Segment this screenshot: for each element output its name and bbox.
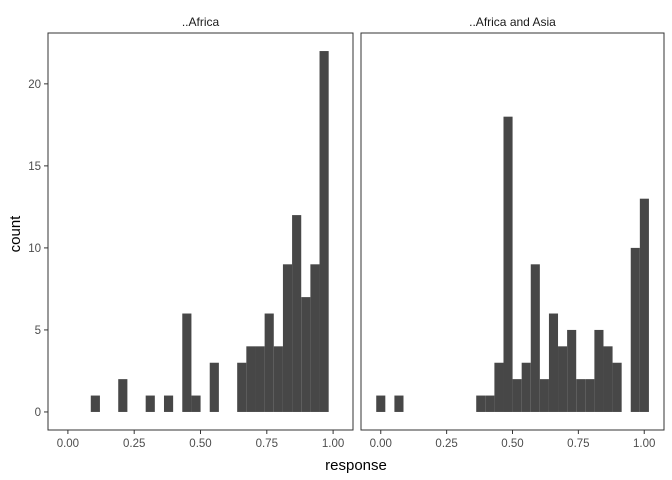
x-tick-label: 1.00 [322, 438, 344, 450]
histogram-bar [512, 379, 522, 412]
histogram-bar [246, 346, 256, 412]
histogram-bar [530, 264, 540, 412]
y-tick-label: 0 [35, 407, 41, 419]
x-tick-label: 0.00 [57, 438, 79, 450]
histogram-bar [548, 313, 559, 412]
x-tick-label: 0.25 [123, 438, 145, 450]
histogram-bar [182, 313, 192, 412]
histogram-bar [558, 346, 568, 412]
panel-title: ..Africa [182, 15, 220, 29]
histogram-bar [90, 395, 100, 412]
histogram-bar [567, 329, 577, 412]
histogram-bar [301, 297, 311, 412]
histogram-bar [503, 116, 513, 412]
histogram-bar [282, 264, 293, 412]
histogram-bar [376, 395, 386, 412]
histogram-bar [145, 395, 155, 412]
x-tick-label: 0.25 [435, 438, 457, 450]
x-tick-label: 0.75 [256, 438, 278, 450]
panel-africa-and-asia: ..Africa and Asia 0.00 0.25 0.50 0.75 1.00 [360, 15, 665, 450]
histogram-bar [118, 379, 128, 412]
histogram-bar [292, 215, 302, 412]
histogram-bar [209, 362, 219, 412]
histogram-bar [521, 362, 531, 412]
x-tick-label: 0.75 [567, 438, 589, 450]
bars-africa [90, 51, 329, 412]
histogram-bar [539, 379, 549, 412]
histogram-bar [191, 395, 201, 412]
histogram-bar [594, 329, 604, 412]
x-tick-label: 0.50 [189, 438, 211, 450]
y-axis-title: count [7, 215, 24, 253]
bars-africa-and-asia [376, 116, 649, 412]
histogram-bar [612, 362, 622, 412]
histogram-bar [485, 395, 495, 412]
histogram-bar [630, 247, 640, 412]
histogram-bar [603, 346, 613, 412]
histogram-bar [163, 395, 174, 412]
histogram-bar [310, 264, 320, 412]
histogram-bar [576, 379, 586, 412]
panel-title: ..Africa and Asia [469, 15, 556, 29]
histogram-bar [476, 395, 486, 412]
histogram-bar [264, 313, 274, 412]
histogram-bar [237, 362, 247, 412]
histogram-bar [394, 395, 404, 412]
histogram-bar [494, 362, 504, 412]
y-axis: 0 5 10 15 20 [28, 79, 48, 419]
histogram-bar [585, 379, 595, 412]
x-tick-label: 1.00 [633, 438, 655, 450]
x-axis-africa-and-asia: 0.00 0.25 0.50 0.75 1.00 [370, 430, 655, 450]
x-axis-africa: 0.00 0.25 0.50 0.75 1.00 [57, 430, 344, 450]
x-tick-label: 0.00 [370, 438, 392, 450]
panel-africa: ..Africa 0.00 0.25 0.50 0.75 1.00 [47, 15, 354, 450]
histogram-bar [319, 51, 329, 412]
histogram-bar [273, 346, 283, 412]
histogram-bar [639, 198, 649, 412]
x-tick-label: 0.50 [501, 438, 523, 450]
y-tick-label: 15 [28, 161, 41, 173]
histogram-bar [255, 346, 265, 412]
y-tick-label: 10 [28, 243, 41, 255]
y-tick-label: 20 [28, 79, 41, 91]
x-axis-title: response [325, 457, 387, 474]
y-tick-label: 5 [35, 325, 41, 337]
